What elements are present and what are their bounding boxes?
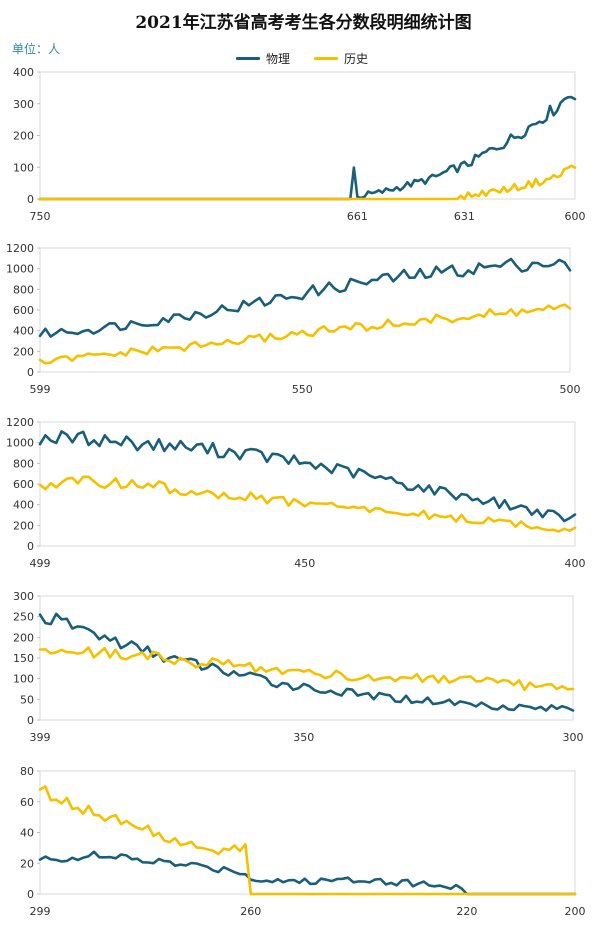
x-tick-label: 599 [30,383,51,396]
legend-item-history: 历史 [314,50,368,67]
series-line-history [38,646,575,692]
x-tick-label: 750 [30,210,51,223]
x-tick-label: 260 [240,905,261,918]
series-line-physics [38,850,577,896]
legend-label-physics: 物理 [266,52,291,66]
y-tick-label: 200 [13,519,34,532]
y-tick-label: 150 [13,652,34,665]
series-line-history [38,785,577,896]
y-tick-label: 400 [13,499,34,512]
series-line-physics [38,95,577,201]
x-tick-label: 350 [293,731,314,744]
series-line-physics [38,430,577,523]
chart-panel-1: 0 100 200 300 400 750 661 631 600 [13,66,586,223]
y-tick-label: 0 [27,888,34,901]
x-tick-label: 631 [454,210,475,223]
y-tick-label: 40 [20,827,34,840]
y-tick-label: 20 [20,857,34,870]
x-tick-label: 399 [30,731,51,744]
y-tick-label: 300 [13,590,34,603]
series-line-history [38,303,572,365]
x-tick-label: 550 [292,383,313,396]
x-tick-label: 299 [30,905,51,918]
page-title: 2021年江苏省高考考生各分数段明细统计图 [135,13,472,33]
y-tick-label: 0 [27,540,34,553]
legend-swatch-history [314,57,339,60]
series-line-physics [38,257,572,338]
y-tick-label: 600 [13,304,34,317]
x-tick-label: 500 [560,383,581,396]
y-tick-label: 400 [13,325,34,338]
y-tick-label: 200 [13,345,34,358]
y-tick-label: 400 [13,66,34,79]
y-tick-label: 80 [20,765,34,778]
y-tick-label: 600 [13,478,34,491]
y-tick-label: 100 [13,673,34,686]
x-tick-label: 220 [456,905,477,918]
x-tick-label: 499 [30,557,51,570]
y-tick-label: 1000 [6,263,34,276]
y-tick-label: 0 [27,366,34,379]
x-tick-label: 661 [347,210,368,223]
y-tick-label: 250 [13,611,34,624]
series-line-history [38,164,577,201]
series-line-physics [38,612,575,712]
unit-label: 单位：人 [12,42,61,56]
y-tick-label: 300 [13,98,34,111]
y-tick-label: 0 [27,714,34,727]
chart-panel-3: 0 200 400 600 800 1000 1200 499 450 400 [6,416,586,570]
y-tick-label: 200 [13,631,34,644]
y-tick-label: 1200 [6,416,34,429]
plot-frame [39,770,576,895]
plot-frame [39,71,576,200]
y-tick-label: 0 [27,193,34,206]
y-tick-label: 50 [20,693,34,706]
y-tick-label: 1200 [6,242,34,255]
legend-swatch-physics [236,57,260,60]
y-tick-label: 1000 [6,437,34,450]
chart-panel-4: 0 50 100 150 200 250 300 399 350 300 [13,590,584,744]
x-tick-label: 600 [565,210,586,223]
y-tick-label: 800 [13,283,34,296]
y-tick-label: 60 [20,796,34,809]
x-tick-label: 300 [563,731,584,744]
x-tick-label: 450 [294,557,315,570]
chart-panel-2: 0 200 400 600 800 1000 1200 599 550 500 [6,242,581,396]
series-line-history [38,475,577,533]
x-tick-label: 200 [565,905,586,918]
y-tick-label: 800 [13,457,34,470]
legend-item-physics: 物理 [236,50,290,67]
y-tick-label: 100 [13,161,34,174]
x-tick-label: 400 [565,557,586,570]
y-tick-label: 200 [13,130,34,143]
legend-label-history: 历史 [344,52,369,66]
chart-panel-5: 0 20 40 60 80 299 260 220 200 [20,765,586,918]
legend: 物理 历史 [236,50,368,67]
